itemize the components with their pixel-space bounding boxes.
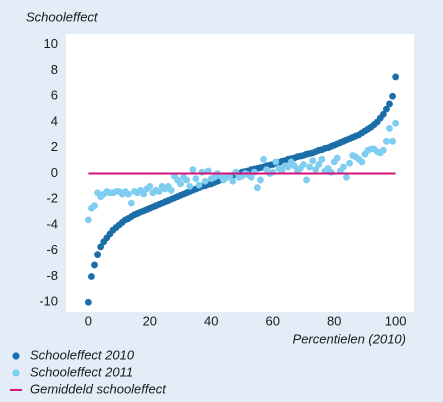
legend-marker bbox=[12, 369, 20, 377]
data-point bbox=[88, 273, 95, 280]
data-point bbox=[383, 137, 390, 145]
x-axis-title: Percentielen (2010) bbox=[293, 331, 406, 346]
data-point bbox=[343, 173, 350, 181]
data-point bbox=[186, 182, 194, 190]
data-point bbox=[389, 137, 396, 145]
y-tick-label: 6 bbox=[51, 88, 58, 103]
y-tick-label: -8 bbox=[46, 268, 58, 283]
y-tick-label: 8 bbox=[51, 62, 58, 77]
data-point bbox=[333, 154, 341, 162]
x-tick-label: 0 bbox=[85, 313, 92, 328]
legend-label: Schooleffect 2011 bbox=[30, 364, 133, 379]
y-tick-label: 4 bbox=[51, 113, 58, 128]
data-point bbox=[260, 155, 267, 163]
data-point bbox=[290, 162, 298, 170]
data-point bbox=[379, 146, 387, 154]
data-point bbox=[91, 202, 98, 210]
data-point bbox=[155, 188, 163, 195]
data-point bbox=[386, 100, 393, 108]
data-point bbox=[300, 161, 307, 168]
data-point bbox=[253, 184, 261, 192]
y-tick-label: -2 bbox=[46, 191, 58, 206]
data-point bbox=[195, 181, 203, 189]
data-point bbox=[124, 190, 132, 198]
data-point bbox=[183, 176, 191, 184]
data-point bbox=[315, 161, 323, 168]
y-tick-label: 0 bbox=[51, 165, 58, 180]
data-point bbox=[312, 166, 320, 174]
legend-marker bbox=[12, 352, 20, 360]
x-tick-label: 40 bbox=[204, 313, 218, 328]
legend-label: Schooleffect 2010 bbox=[30, 347, 135, 362]
data-point bbox=[91, 261, 98, 269]
data-point bbox=[340, 163, 347, 171]
data-point bbox=[247, 173, 255, 181]
y-tick-label: 2 bbox=[51, 139, 58, 154]
data-point bbox=[392, 119, 400, 127]
data-point bbox=[379, 110, 387, 118]
data-point bbox=[201, 177, 209, 185]
y-tick-label: -6 bbox=[46, 242, 58, 257]
data-point bbox=[84, 298, 92, 306]
data-point bbox=[389, 92, 396, 100]
data-point bbox=[146, 182, 154, 190]
y-tick-label: 10 bbox=[44, 36, 58, 51]
data-point bbox=[257, 176, 264, 184]
data-point bbox=[309, 157, 317, 165]
x-tick-label: 100 bbox=[385, 313, 407, 328]
x-tick-label: 80 bbox=[327, 313, 341, 328]
y-axis-title: Schooleffect bbox=[26, 9, 99, 24]
data-point bbox=[140, 190, 148, 198]
data-point bbox=[192, 175, 200, 183]
y-tick-label: -4 bbox=[46, 216, 58, 231]
data-point bbox=[269, 168, 277, 176]
data-point bbox=[392, 73, 400, 81]
data-point bbox=[306, 163, 313, 171]
data-point bbox=[94, 251, 101, 259]
data-point bbox=[84, 216, 92, 224]
data-point bbox=[167, 186, 175, 194]
data-point bbox=[97, 243, 105, 251]
data-point bbox=[346, 159, 353, 167]
legend-label: Gemiddeld schooleffect bbox=[30, 381, 167, 396]
x-tick-label: 60 bbox=[265, 313, 279, 328]
data-point bbox=[386, 125, 393, 132]
data-point bbox=[189, 166, 197, 174]
y-tick-label: -10 bbox=[39, 294, 58, 309]
data-point bbox=[127, 199, 135, 207]
data-point bbox=[177, 180, 184, 188]
data-point bbox=[318, 155, 326, 163]
data-point bbox=[303, 176, 310, 184]
x-tick-label: 20 bbox=[143, 313, 157, 328]
data-point bbox=[229, 177, 237, 185]
data-point bbox=[284, 163, 292, 171]
data-point bbox=[358, 158, 366, 166]
data-point bbox=[272, 158, 280, 166]
data-point bbox=[383, 105, 390, 113]
data-point bbox=[198, 168, 206, 176]
data-point bbox=[327, 168, 335, 176]
data-point bbox=[250, 168, 258, 176]
